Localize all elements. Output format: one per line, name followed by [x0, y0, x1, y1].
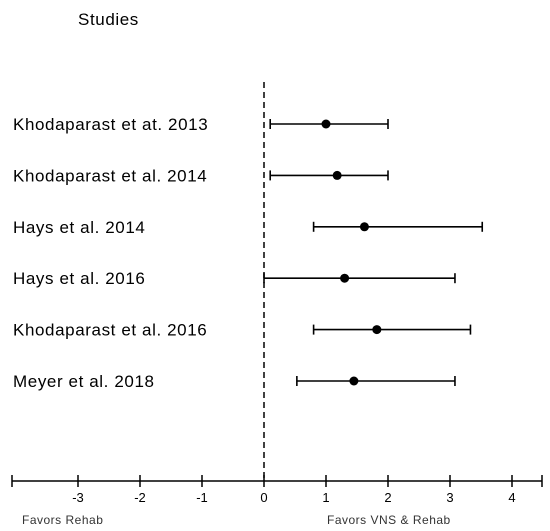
x-tick-label: 0	[260, 490, 267, 505]
x-tick-label: 2	[384, 490, 391, 505]
study-label: Meyer et al. 2018	[13, 372, 155, 391]
studies-heading: Studies	[78, 10, 139, 29]
study-label: Khodaparast et al. 2016	[13, 321, 207, 340]
study-label: Khodaparast et at. 2013	[13, 115, 208, 134]
left-direction-label: Favors Rehab	[22, 513, 103, 527]
study-label: Khodaparast et al. 2014	[13, 166, 207, 185]
point-estimate	[349, 376, 359, 386]
x-tick-label: -2	[134, 490, 146, 505]
point-estimate	[332, 170, 342, 180]
study-label: Hays et al. 2016	[13, 269, 145, 288]
point-estimate	[321, 119, 331, 129]
x-tick-label: -1	[196, 490, 208, 505]
point-estimate	[340, 273, 350, 283]
point-estimate	[372, 325, 382, 335]
x-tick-label: 4	[508, 490, 515, 505]
x-tick-label: -3	[72, 490, 84, 505]
point-estimate	[359, 222, 369, 232]
x-tick-label: 3	[446, 490, 453, 505]
right-direction-label: Favors VNS & Rehab	[327, 513, 451, 527]
study-label: Hays et al. 2014	[13, 218, 145, 237]
x-tick-label: 1	[322, 490, 329, 505]
